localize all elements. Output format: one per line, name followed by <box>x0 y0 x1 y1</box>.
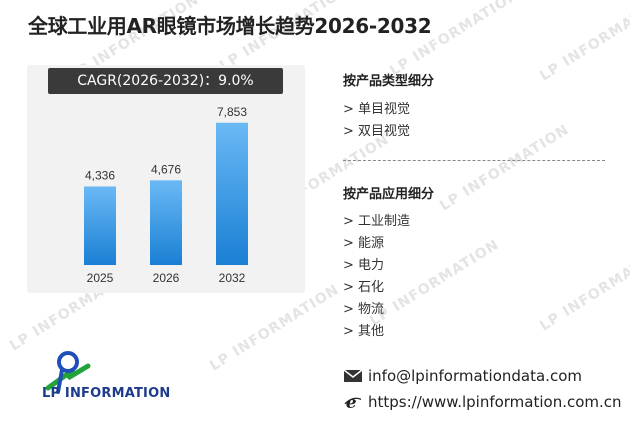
cagr-banner: CAGR(2026-2032)：9.0% <box>48 68 283 94</box>
svg-text:e: e <box>346 394 357 410</box>
segment-application-item: > 石化 <box>343 280 385 295</box>
segment-application-item: > 其他 <box>343 324 385 339</box>
x-tick-label: 2025 <box>87 271 114 285</box>
browser-e-icon: e <box>344 394 362 410</box>
segment-type-item: > 双目视觉 <box>343 124 411 139</box>
segment-application-item: > 能源 <box>343 236 385 251</box>
segment-application-item: > 物流 <box>343 302 385 317</box>
bar-2026 <box>150 180 182 265</box>
segment-type-list: > 单目视觉 > 双目视觉 <box>343 99 410 143</box>
divider <box>343 160 605 161</box>
segment-application-item: > 电力 <box>343 258 385 273</box>
mail-icon <box>343 369 363 382</box>
bar-value-label: 4,676 <box>151 162 181 176</box>
segment-type-item: > 单目视觉 <box>343 102 411 117</box>
segment-application-list: > 工业制造 > 能源 > 电力 > 石化 > 物流 > 其他 <box>343 211 410 343</box>
x-tick-label: 2026 <box>153 271 180 285</box>
bar-2032 <box>216 122 248 266</box>
bar-value-label: 7,853 <box>217 105 247 119</box>
website-text: https://www.lpinformation.com.cn <box>368 393 622 411</box>
segment-type-heading: 按产品类型细分 <box>343 74 435 89</box>
bar-value-label: 4,336 <box>85 168 115 182</box>
segment-application-item: > 工业制造 <box>343 214 411 229</box>
lp-information-logo-icon <box>45 351 91 394</box>
page-title: 全球工业用AR眼镜市场增长趋势2026-2032 <box>28 14 432 38</box>
contact-website[interactable]: e https://www.lpinformation.com.cn <box>343 393 622 411</box>
logo-text: LP INFORMATION <box>42 386 171 401</box>
contact-email[interactable]: info@lpinformationdata.com <box>343 367 582 385</box>
email-text: info@lpinformationdata.com <box>368 367 582 385</box>
bar-2025 <box>84 186 116 265</box>
x-tick-label: 2032 <box>219 271 246 285</box>
segment-application-heading: 按产品应用细分 <box>343 187 435 202</box>
